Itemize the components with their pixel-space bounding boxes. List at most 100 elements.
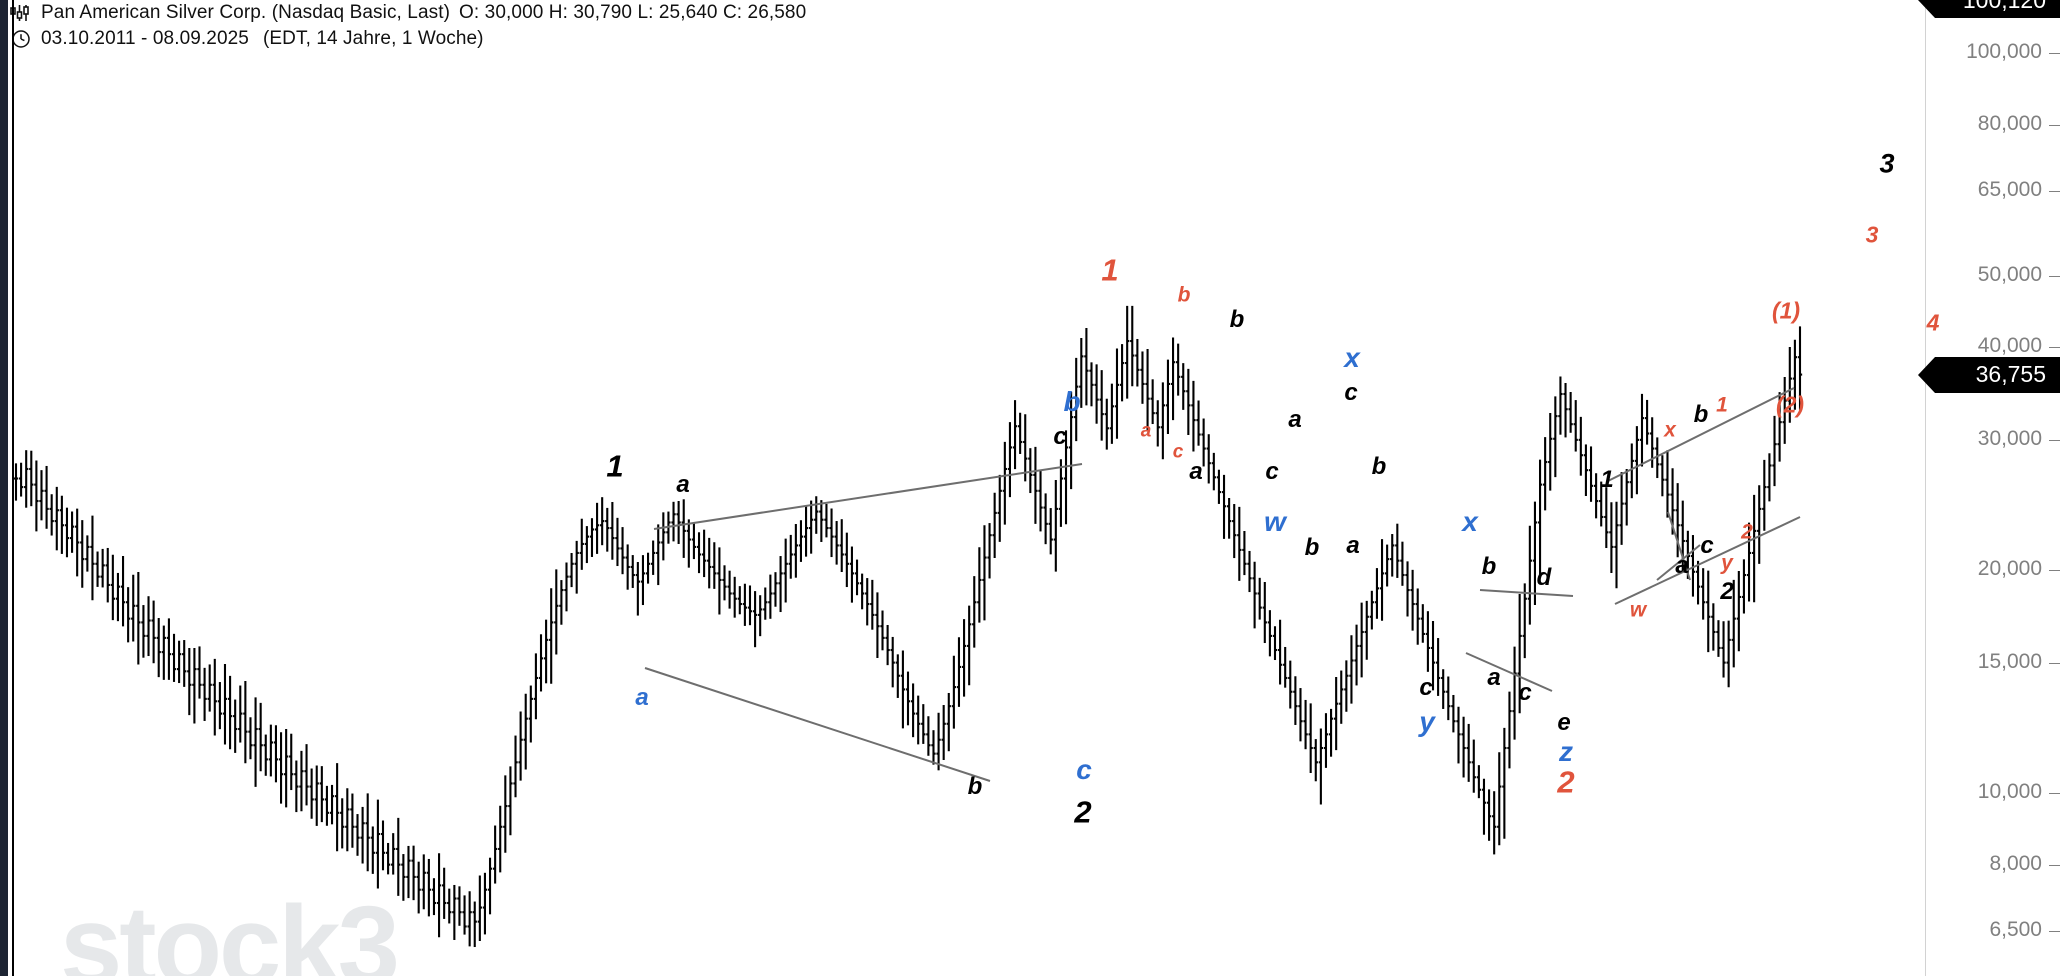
ohlc-bar <box>1323 713 1329 768</box>
wave-label-b-21[interactable]: b <box>1371 453 1387 480</box>
wave-label-2-31[interactable]: 2 <box>1557 764 1575 800</box>
ohlc-bar <box>1604 487 1609 549</box>
wave-label-2-38[interactable]: 2 <box>1741 520 1753 544</box>
clipped-tag-value: 100,120 <box>1963 0 2046 14</box>
ohlc-bar <box>1797 326 1803 410</box>
wave-label-w-32[interactable]: w <box>1629 598 1647 622</box>
wave-label-1-33[interactable]: 1 <box>1600 466 1614 493</box>
ohlc-bar <box>961 619 967 697</box>
wave-label-1-42[interactable]: (1) <box>1771 297 1801 324</box>
price-plot-area[interactable] <box>0 0 1925 976</box>
ohlc-bar <box>783 538 788 603</box>
ohlc-bar <box>263 734 268 776</box>
wave-label-a-26[interactable]: a <box>1487 664 1501 691</box>
wave-label-a-9[interactable]: a <box>1140 420 1152 442</box>
wave-label-b-10[interactable]: b <box>1177 283 1191 307</box>
wave-label-x-24[interactable]: x <box>1462 506 1478 537</box>
ohlc-bar <box>1701 568 1706 620</box>
trendline-micro-b[interactable] <box>1656 544 1701 581</box>
ohlc-bar <box>1017 412 1023 454</box>
ohlc-bar <box>289 733 294 791</box>
ohlc-bar <box>442 867 447 919</box>
wave-label-2-39[interactable]: 2 <box>1720 578 1734 605</box>
ohlc-bar <box>1593 473 1599 519</box>
trendline-channel-lower[interactable] <box>1614 516 1801 605</box>
wave-label-2-7[interactable]: 2 <box>1074 794 1092 830</box>
wave-label-a-2[interactable]: a <box>635 684 649 711</box>
ohlc-bar <box>1543 437 1548 511</box>
trendline-upper-wedge-left[interactable] <box>653 463 1083 530</box>
wave-label-b-4[interactable]: b <box>1063 386 1081 417</box>
price-tick-label: 50,000 <box>1977 262 2042 286</box>
ohlc-bar <box>268 724 273 777</box>
ohlc-bar <box>865 578 870 626</box>
wave-label-y-36[interactable]: y <box>1721 551 1733 575</box>
ohlc-bar <box>345 788 350 852</box>
wave-label-x-35[interactable]: x <box>1664 418 1676 442</box>
ohlc-bar <box>1186 368 1191 436</box>
ohlc-bar <box>1655 437 1660 479</box>
wave-label-1-8[interactable]: 1 <box>1101 252 1119 288</box>
ohlc-bar <box>161 625 166 680</box>
wave-label-1-0[interactable]: 1 <box>606 448 624 484</box>
wave-label-y-23[interactable]: y <box>1419 706 1435 737</box>
wave-label-b-25[interactable]: b <box>1481 553 1497 580</box>
wave-label-3-44[interactable]: 3 <box>1879 148 1895 179</box>
ohlc-bar <box>824 503 829 538</box>
ohlc-bar <box>727 570 732 609</box>
ohlc-bar <box>314 765 319 826</box>
wave-label-b-40[interactable]: b <box>1693 401 1709 428</box>
wave-label-a-34[interactable]: a <box>1675 552 1689 579</box>
wave-label-c-11[interactable]: c <box>1172 441 1184 463</box>
wave-label-x-20[interactable]: x <box>1344 342 1360 373</box>
trendline-triangle-upper[interactable] <box>1479 589 1574 597</box>
wave-label-b-3[interactable]: b <box>967 773 983 800</box>
header-instrument-line[interactable]: Pan American Silver Corp. (Nasdaq Basic,… <box>0 0 1900 26</box>
ohlc-bar <box>284 728 289 808</box>
header-date-line[interactable]: 03.10.2011 - 08.09.2025 (EDT, 14 Jahre, … <box>0 26 1900 52</box>
trendline-lower-wedge-left[interactable] <box>644 667 991 782</box>
clipped-tag-notch <box>1918 0 1935 18</box>
wave-label-z-30[interactable]: z <box>1559 736 1573 767</box>
wave-label-a-16[interactable]: a <box>1288 406 1302 433</box>
wave-label-c-27[interactable]: c <box>1518 679 1532 706</box>
ohlc-bar <box>564 562 569 612</box>
ohlc-bar <box>1706 570 1711 653</box>
wave-label-d-28[interactable]: d <box>1536 564 1552 591</box>
trendline-micro-a[interactable] <box>1667 511 1691 581</box>
ohlc-bar <box>299 750 304 812</box>
wave-label-4-46[interactable]: 4 <box>1926 309 1940 336</box>
wave-label-b-13[interactable]: b <box>1229 306 1245 333</box>
ohlc-bar <box>839 519 844 573</box>
ohlc-bar <box>773 572 778 607</box>
ohlc-bar <box>1492 791 1497 855</box>
price-axis[interactable]: 100,000 80,000 65,000 50,000 40,000 30,000 20,… <box>1918 0 2060 976</box>
wave-label-b-17[interactable]: b <box>1304 534 1320 561</box>
ohlc-bar <box>1201 418 1206 467</box>
wave-label-c-19[interactable]: c <box>1344 379 1358 406</box>
wave-label-c-14[interactable]: c <box>1265 458 1279 485</box>
wave-label-2-43[interactable]: (2) <box>1775 391 1805 418</box>
ohlc-bar <box>1400 541 1405 586</box>
wave-label-3-45[interactable]: 3 <box>1865 221 1879 248</box>
ohlc-bar <box>523 693 528 770</box>
wave-label-e-29[interactable]: e <box>1557 709 1571 736</box>
ohlc-bar <box>1313 739 1318 782</box>
wave-label-c-5[interactable]: c <box>1053 423 1067 450</box>
ohlc-bar <box>967 605 972 686</box>
wave-label-c-22[interactable]: c <box>1419 674 1433 701</box>
wave-label-a-1[interactable]: a <box>676 471 690 498</box>
wave-label-1-41[interactable]: 1 <box>1716 393 1728 417</box>
trendline-channel-upper[interactable] <box>1607 387 1795 482</box>
ohlc-bar <box>110 554 115 621</box>
ohlc-bar <box>1695 560 1701 605</box>
ohlc-bar <box>1084 327 1089 406</box>
wave-label-a-12[interactable]: a <box>1189 458 1203 485</box>
wave-label-c-6[interactable]: c <box>1076 754 1092 785</box>
ohlc-bar <box>1746 522 1752 602</box>
trendline-triangle-lower[interactable] <box>1465 652 1553 692</box>
wave-label-c-37[interactable]: c <box>1700 532 1714 559</box>
ohlc-bar <box>1792 339 1798 410</box>
wave-label-w-15[interactable]: w <box>1264 506 1286 537</box>
wave-label-a-18[interactable]: a <box>1346 532 1360 559</box>
